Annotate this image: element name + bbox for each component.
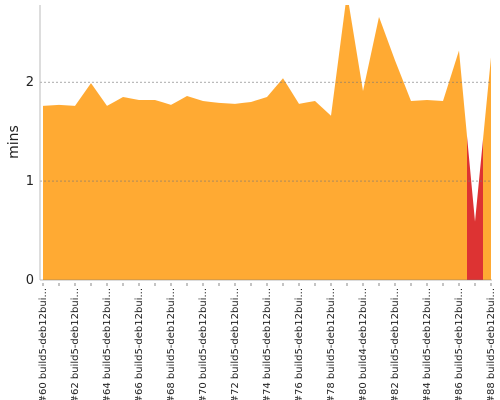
area-segment <box>307 100 323 280</box>
area-segment <box>99 94 115 280</box>
y-tick-label: 1 <box>26 174 34 189</box>
area-segment <box>387 38 403 280</box>
x-tick-label: #88 build5-deb12bui... <box>486 288 497 400</box>
area-segment <box>291 91 307 280</box>
area-segment <box>483 57 491 280</box>
x-tick-label: #70 build5-deb12bui... <box>198 288 209 400</box>
area-segment <box>195 98 211 280</box>
x-tick-label: #68 build5-deb12bui... <box>166 288 177 400</box>
area-segment <box>323 54 339 280</box>
x-tick-label: #72 build5-deb12bui... <box>230 288 241 400</box>
y-tick-label: 2 <box>26 75 34 90</box>
area-segment <box>179 96 195 280</box>
area-segment <box>371 16 387 280</box>
area-segment <box>131 98 147 280</box>
area-segment <box>275 78 291 280</box>
x-tick-label: #80 build4-deb12bui... <box>358 288 369 400</box>
area-segment <box>259 87 275 280</box>
x-tick-label: #78 build5-deb12bui... <box>326 288 337 400</box>
x-tick-label: #64 build5-deb12bui... <box>102 288 113 400</box>
area-segment <box>83 83 99 280</box>
area-segment <box>435 75 451 280</box>
area-segment <box>163 100 179 280</box>
area-segment <box>211 101 227 280</box>
area-segment <box>467 136 483 280</box>
area-segment <box>419 99 435 280</box>
x-tick-label: #84 build5-deb12bui... <box>422 288 433 400</box>
area-segment <box>227 102 243 280</box>
plot-area <box>43 5 491 280</box>
x-tick-label: #74 build5-deb12bui... <box>262 288 273 400</box>
y-axis-label: mins <box>6 125 22 159</box>
area-segment <box>43 105 51 280</box>
x-tick-label: #62 build5-deb12bui... <box>70 288 81 400</box>
area-segment <box>67 94 83 280</box>
area-segment <box>355 42 371 280</box>
x-tick-label: #60 build5-deb12bui... <box>38 288 49 400</box>
area-segment <box>115 96 131 280</box>
area-segment <box>339 5 355 280</box>
x-tick-label: #86 build5-deb12bui... <box>454 288 465 400</box>
x-tick-label: #76 build5-deb12bui... <box>294 288 305 400</box>
area-segment <box>243 99 259 280</box>
area-segment <box>451 50 467 280</box>
area-segment <box>51 104 67 280</box>
area-segment <box>147 99 163 280</box>
x-tick-label: #66 build5-deb12bui... <box>134 288 145 400</box>
x-tick-label: #82 build5-deb12bui... <box>390 288 401 400</box>
y-tick-label: 0 <box>26 273 34 288</box>
area-segment <box>403 80 419 280</box>
